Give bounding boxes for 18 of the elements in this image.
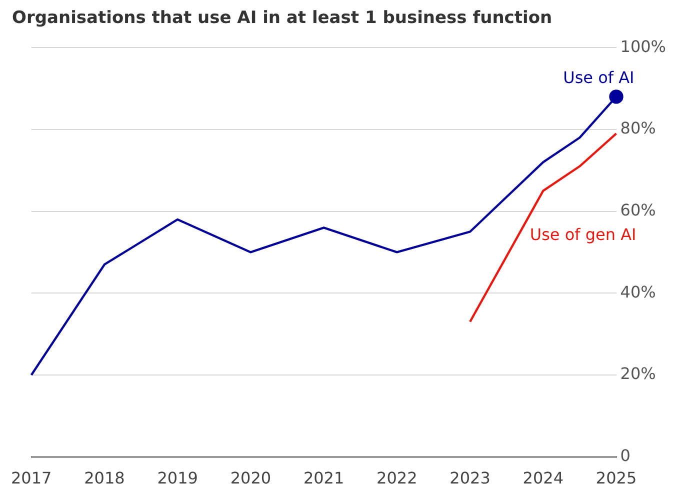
x-tick-label: 2019 xyxy=(157,468,198,488)
x-tick-label: 2020 xyxy=(230,468,272,488)
x-tick-label: 2017 xyxy=(11,468,52,488)
y-tick-label: 40% xyxy=(620,282,656,302)
series-label: Use of AI xyxy=(563,68,634,87)
x-tick-label: 2018 xyxy=(84,468,125,488)
y-tick-label: 80% xyxy=(620,118,656,138)
x-tick-label: 2021 xyxy=(303,468,344,488)
series-label: Use of gen AI xyxy=(530,224,636,244)
chart-title: Organisations that use AI in at least 1 business function xyxy=(12,8,554,28)
x-tick-label: 2023 xyxy=(450,468,490,488)
y-tick-label: 100% xyxy=(620,36,666,56)
x-tick-label: 2025 xyxy=(596,468,637,488)
y-tick-label: 0 xyxy=(620,446,630,465)
y-tick-label: 20% xyxy=(620,364,656,384)
x-tick-label: 2024 xyxy=(522,468,564,488)
x-tick-label: 2022 xyxy=(376,468,418,488)
y-tick-label: 60% xyxy=(620,200,656,220)
